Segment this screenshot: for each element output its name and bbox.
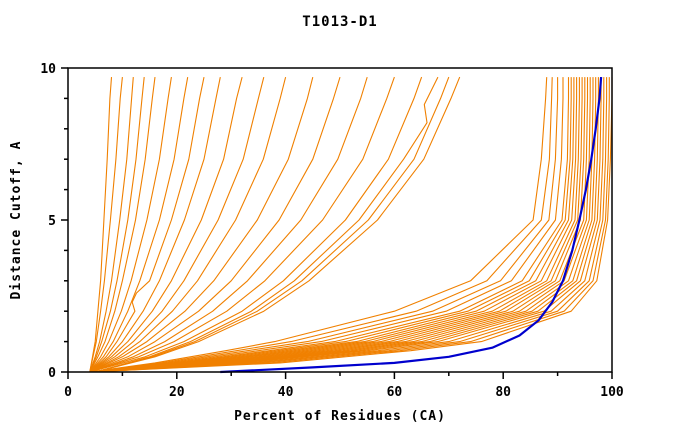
model-curve	[89, 76, 221, 373]
model-curve	[89, 77, 172, 373]
model-curve	[89, 77, 605, 373]
model-curve	[89, 76, 287, 373]
axis-tick-labels-group: 0 20 40 60 80 100 0 5 10	[40, 62, 624, 400]
chart-title: T1013-D1	[302, 14, 377, 30]
model-curve	[89, 77, 189, 373]
model-curve	[89, 77, 583, 373]
model-curve	[89, 77, 553, 373]
model-curve	[89, 77, 564, 373]
model-curve	[89, 76, 243, 373]
x-tick-label: 80	[495, 385, 511, 400]
y-tick-label: 5	[48, 214, 56, 229]
model-curve	[89, 77, 599, 373]
model-curve	[89, 76, 341, 373]
model-curve	[89, 77, 594, 373]
model-curve	[89, 76, 265, 373]
model-curve	[89, 77, 591, 373]
best-model-curve	[220, 77, 603, 374]
model-curve	[89, 77, 113, 373]
model-curve	[89, 77, 575, 373]
model-curves-group	[89, 76, 613, 374]
model-curve	[89, 77, 145, 373]
model-curve	[89, 77, 578, 373]
model-curve	[89, 77, 602, 373]
model-curve	[89, 77, 559, 373]
model-curve	[89, 76, 395, 373]
model-curve	[89, 76, 314, 373]
y-tick-label: 10	[40, 62, 56, 77]
x-tick-label: 40	[278, 385, 294, 400]
model-curve	[89, 77, 572, 373]
plot-area	[68, 68, 612, 372]
model-curve	[89, 77, 613, 373]
model-curve	[89, 77, 589, 373]
model-curve	[95, 76, 439, 373]
x-tick-label: 20	[169, 385, 185, 400]
y-tick-label: 0	[48, 366, 56, 381]
model-curve	[89, 77, 608, 373]
model-curve	[89, 76, 423, 373]
x-tick-label: 100	[600, 385, 624, 400]
model-curve	[89, 76, 368, 373]
model-curve	[95, 76, 461, 373]
model-curve	[89, 77, 580, 373]
model-curve	[95, 76, 450, 373]
x-tick-label: 0	[64, 385, 72, 400]
model-curve	[89, 77, 548, 373]
model-curve	[89, 77, 156, 373]
model-curve	[89, 77, 610, 373]
y-axis-label: Distance Cutoff, A	[9, 141, 24, 300]
model-curve	[89, 77, 586, 373]
plot-border	[67, 67, 613, 373]
model-curve	[89, 76, 205, 373]
x-tick-label: 60	[387, 385, 403, 400]
model-curve	[89, 77, 123, 373]
x-axis-label: Percent of Residues (CA)	[234, 409, 446, 424]
model-curve	[89, 77, 134, 373]
model-curve	[89, 77, 570, 373]
